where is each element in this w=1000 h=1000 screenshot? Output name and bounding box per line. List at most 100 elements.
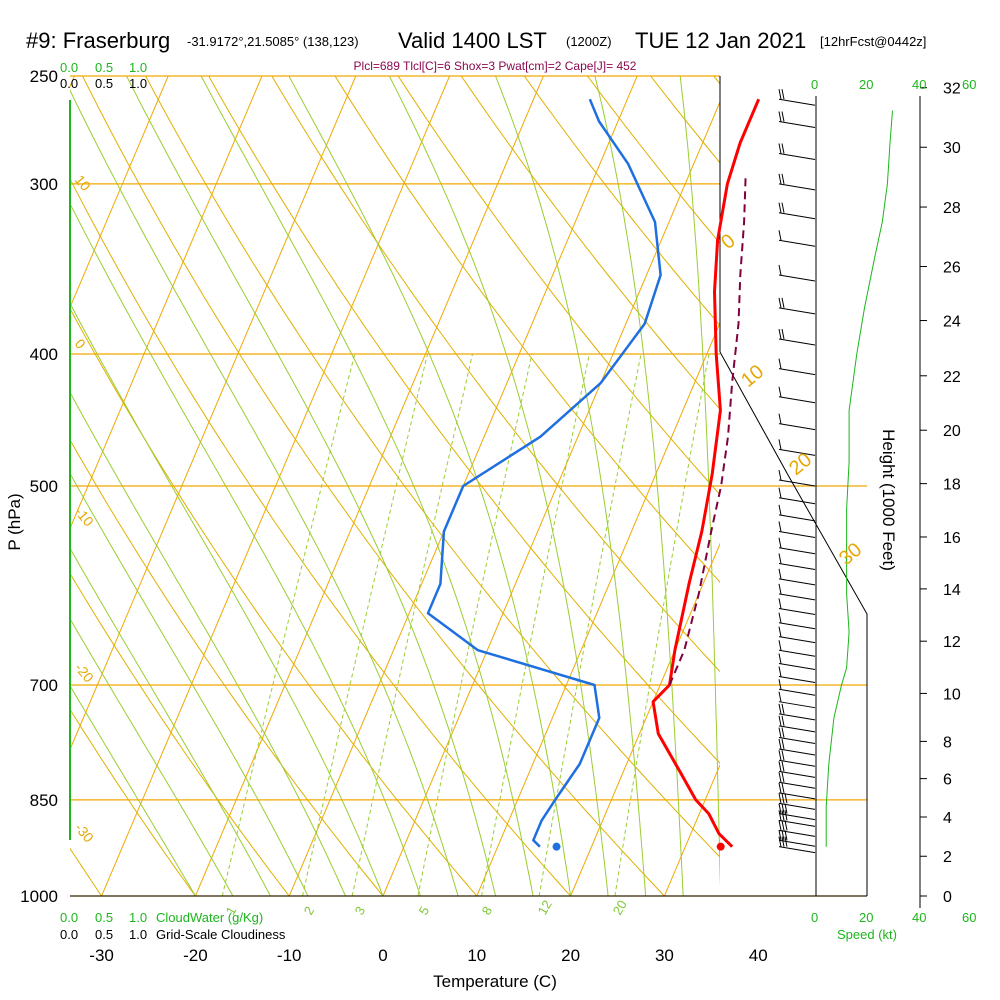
wind-barb (778, 688, 816, 696)
wind-barb-flag (781, 750, 785, 761)
surface-dewpoint-marker (552, 842, 561, 851)
y-tick-label: 250 (30, 67, 58, 86)
wind-barb (778, 748, 816, 756)
wind-barb-flag (778, 583, 782, 594)
height-tick-label: 12 (943, 634, 961, 651)
wind-barb-flag (778, 487, 782, 498)
wind-barb-flag (778, 727, 782, 738)
right-panel (778, 87, 927, 908)
wind-barb-flag (781, 328, 785, 340)
wind-barb (778, 531, 816, 539)
stability-indices: Plcl=689 Tlcl[C]=6 Shox=3 Pwat[cm]=2 Cap… (354, 59, 637, 73)
cloudwater-scale-bottom: 0.0 0.5 1.0 CloudWater (g/Kg) 0.0 0.5 1.… (60, 910, 286, 942)
wind-barb-flag (778, 439, 782, 450)
mixing-ratio-line (417, 353, 533, 896)
cloud-tick: 1.0 (129, 927, 147, 942)
surface-temperature-marker (716, 842, 725, 851)
wind-barb-flag (778, 793, 782, 804)
cloudwater-scale-top: 0.0 0.5 1.0 0.0 0.5 1.0 (60, 60, 147, 91)
height-tick-label: 6 (943, 772, 952, 789)
mixing-ratio-label: 8 (479, 904, 496, 918)
wind-barb (778, 802, 816, 810)
wind-barb-flag (778, 691, 782, 702)
cloud-tick: 0.5 (95, 76, 113, 91)
wind-barb-flag (778, 703, 782, 714)
moist-adiabat-line (70, 547, 271, 896)
mixing-ratio-line (221, 353, 356, 896)
height-tick-label: 30 (943, 140, 961, 157)
moist-adiabat-line (70, 391, 346, 896)
wind-barb-flag (778, 761, 782, 772)
wind-barb-flag (778, 750, 782, 761)
wind-barb-flag (781, 202, 785, 213)
wind-barb-flag (778, 328, 782, 340)
wind-barb-flag (778, 626, 782, 637)
frame-line (719, 351, 868, 896)
profiles-clip (426, 98, 761, 848)
x-tick-label: 10 (467, 946, 486, 965)
x-tick-label: 20 (561, 946, 580, 965)
wind-barb (778, 636, 816, 644)
wind-barb-flag (784, 803, 788, 814)
wind-barb-flag (781, 173, 785, 184)
y-axis-label: P (hPa) (5, 493, 24, 550)
speed-tick: 60 (962, 910, 976, 925)
temperature-profile (651, 98, 761, 848)
mixing-ratio-line (614, 353, 710, 896)
wind-barb-flag (778, 358, 782, 369)
y-tick-label: 500 (30, 477, 58, 496)
cloud-tick: 0.5 (95, 927, 113, 942)
wind-barb-flag (778, 803, 782, 814)
height-tick-label: 8 (943, 734, 952, 751)
cloud-tick: 0.0 (60, 60, 78, 75)
wind-barb (778, 448, 816, 456)
wind-barb (778, 846, 816, 854)
height-tick-label: 10 (943, 686, 961, 703)
y-tick-label: 400 (30, 345, 58, 364)
wind-barb (778, 578, 816, 586)
dry-adiabat-line (460, 76, 720, 410)
wind-barb-flag (778, 782, 782, 793)
wind-barb-flag (778, 230, 782, 241)
zulu-time: (1200Z) (566, 34, 612, 49)
wind-barb (778, 713, 816, 721)
dry-adiabat-line (70, 307, 478, 896)
wind-barb-flag (778, 598, 782, 609)
moist-adiabat-line (70, 472, 309, 896)
isotherm-label: 0 (72, 336, 89, 352)
speed-tick: 20 (859, 910, 873, 925)
wind-barb-flag (784, 793, 788, 804)
moist-adiabat-line (70, 617, 234, 896)
mixing-ratio-label: 12 (535, 897, 555, 917)
wind-barb (778, 725, 816, 733)
station-coords: -31.9172°,21.5085° (138,123) (187, 34, 359, 49)
wind-barb-flag (781, 703, 785, 714)
mixing-ratio-label: 5 (416, 904, 433, 918)
speed-tick: 0 (811, 910, 818, 925)
wind-barb (778, 829, 816, 837)
wind-barb-flag (778, 521, 782, 532)
cloud-tick: 1.0 (129, 76, 147, 91)
wind-barb (778, 792, 816, 800)
wind-barb (778, 563, 816, 570)
x-tick-label: 30 (655, 946, 674, 965)
wind-barb (778, 622, 816, 630)
height-tick-label: 4 (943, 810, 952, 827)
dry-adiabat-line (82, 76, 665, 896)
cloud-tick: 0.0 (60, 76, 78, 91)
x-tick-label: -10 (277, 946, 302, 965)
wind-barb (778, 479, 816, 487)
wind-barb (778, 676, 816, 684)
valid-time: Valid 1400 LST (398, 28, 547, 53)
height-tick-label: 16 (943, 530, 961, 547)
height-tick-label: 2 (943, 849, 952, 866)
dewpoint-profile (426, 98, 662, 848)
isotherm-line (852, 76, 1000, 896)
cloud-tick: 0.5 (95, 60, 113, 75)
wind-barb-flag (778, 173, 782, 184)
wind-barb (778, 593, 816, 601)
moist-adiabat-line (594, 76, 684, 896)
wind-barb-flag (781, 810, 785, 821)
wind-barb-flag (778, 386, 782, 397)
